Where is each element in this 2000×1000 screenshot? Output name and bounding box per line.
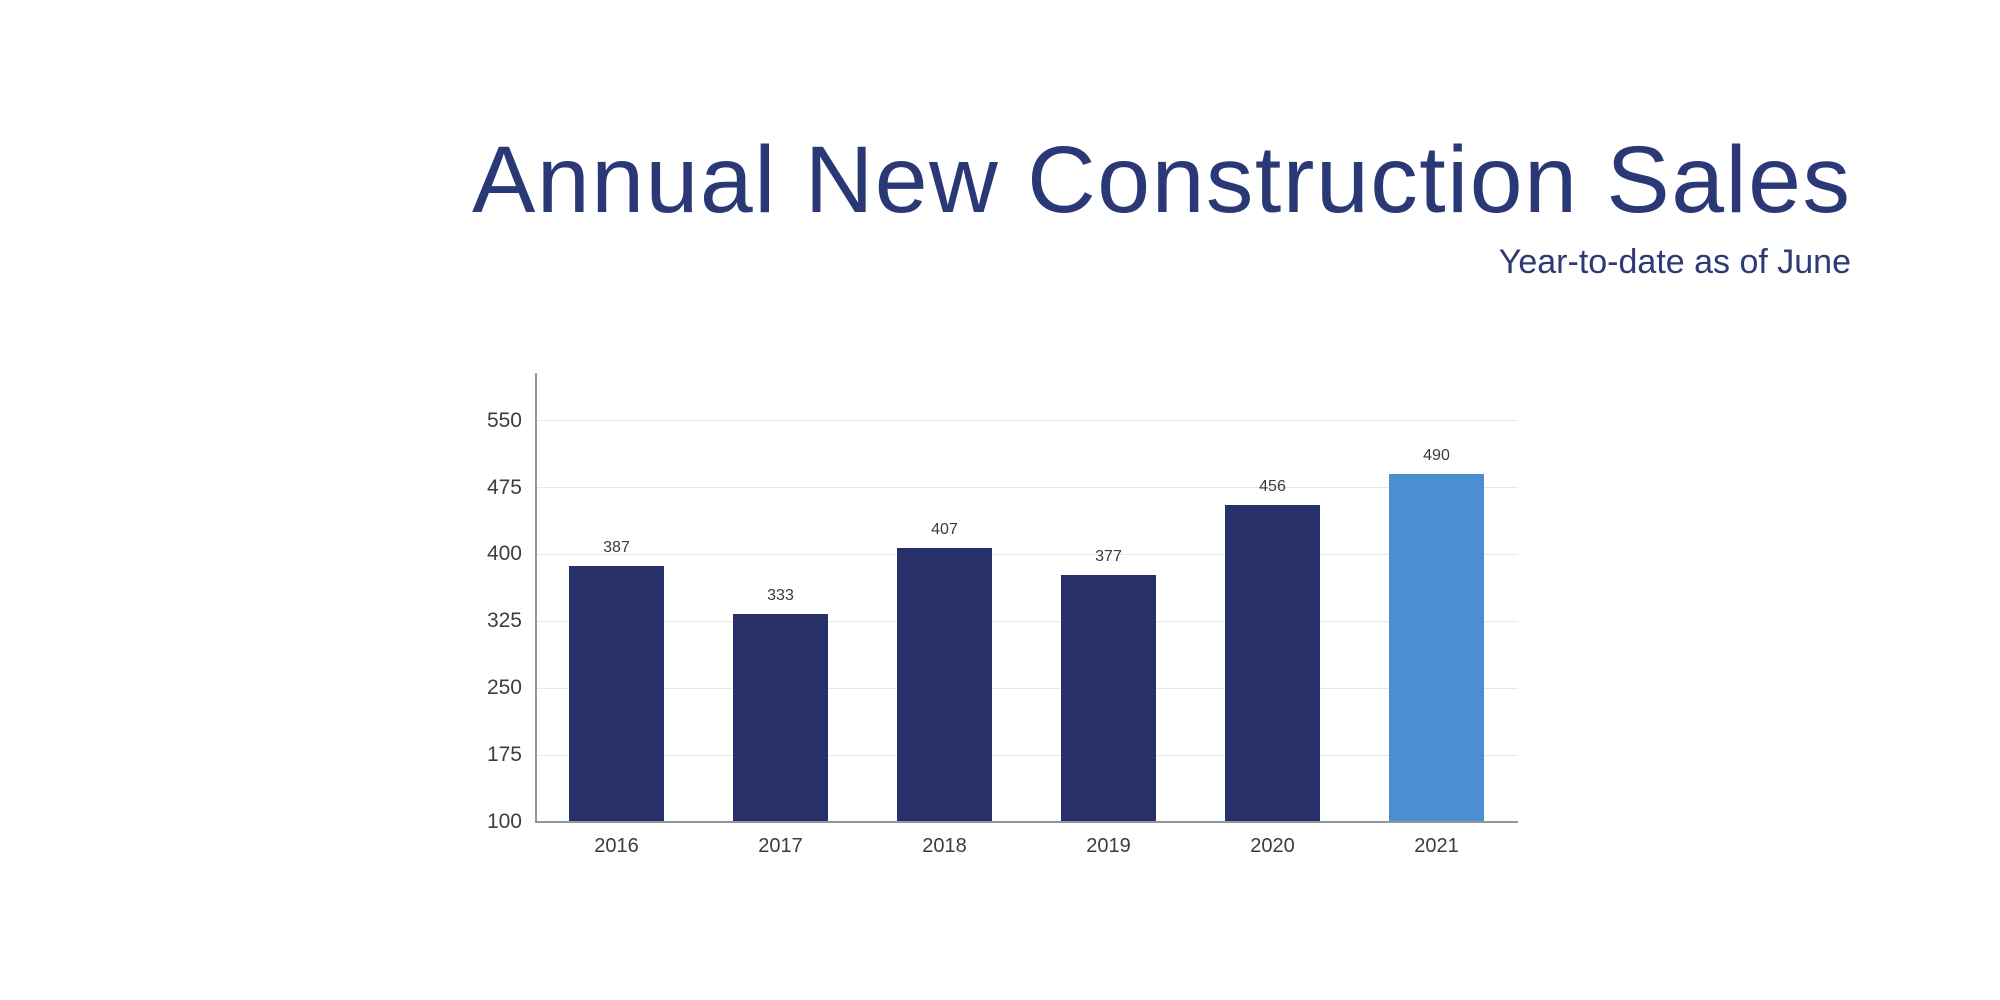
chart-title: Annual New Construction Sales [472, 127, 1852, 233]
bar-value-label: 456 [1259, 477, 1286, 495]
chart-subtitle: Year-to-date as of June [1498, 243, 1851, 281]
gridline [536, 553, 1518, 555]
x-axis-category-label: 2019 [1086, 835, 1131, 857]
y-axis-line [535, 373, 537, 822]
y-axis-tick-label: 475 [486, 475, 522, 499]
gridline [536, 420, 1518, 422]
x-axis-category-label: 2016 [594, 835, 639, 857]
bar-value-label: 490 [1423, 447, 1450, 465]
gridline [536, 620, 1518, 622]
y-axis-tick-label: 175 [486, 743, 522, 767]
x-axis-category-label: 2017 [758, 835, 803, 857]
bar-value-label: 407 [931, 521, 958, 539]
bar-2018 [897, 548, 992, 822]
bar-chart-plot: 550 475 400 325 250 175 100 387 2016 333 2017 407 20… [487, 373, 1518, 857]
x-axis-category-label: 2018 [922, 835, 967, 857]
bar-2020 [1225, 504, 1320, 822]
x-axis-category-label: 2020 [1250, 835, 1295, 857]
gridline [536, 754, 1518, 756]
gridline [536, 687, 1518, 689]
y-axis-tick-label: 550 [486, 408, 522, 432]
y-axis-tick-label: 325 [486, 609, 522, 633]
x-axis-category-label: 2021 [1414, 835, 1459, 857]
y-axis-tick-label: 400 [486, 542, 522, 566]
x-axis-line [535, 821, 1518, 823]
bar-2019 [1061, 574, 1156, 822]
bar-2021 [1389, 474, 1484, 822]
bar-2016 [569, 566, 664, 822]
bar-value-label: 387 [603, 539, 630, 557]
bar-2017 [733, 614, 828, 822]
y-axis-tick-label: 100 [486, 810, 522, 833]
gridline [536, 487, 1518, 489]
y-axis-tick-label: 250 [486, 676, 522, 700]
bar-value-label: 377 [1095, 547, 1122, 565]
bar-value-label: 333 [767, 587, 794, 605]
